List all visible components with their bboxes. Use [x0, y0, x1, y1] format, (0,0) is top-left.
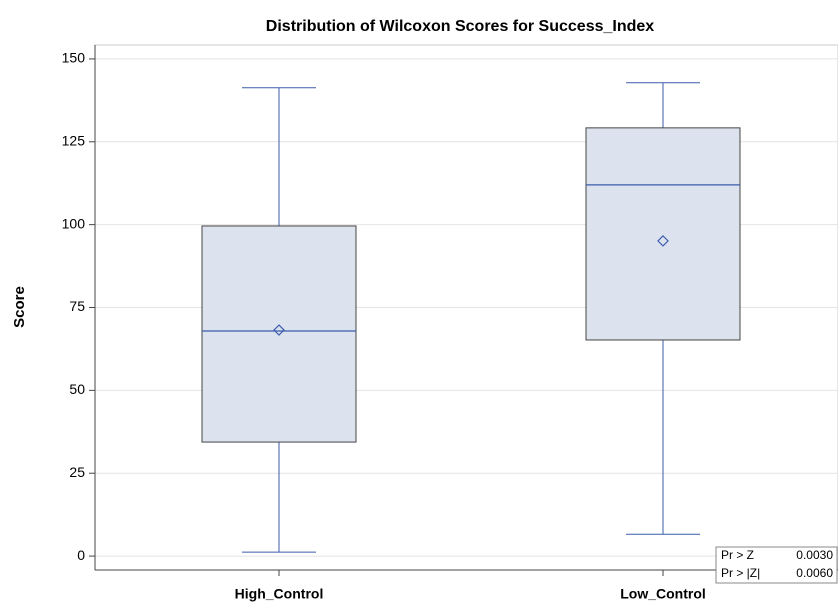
mean-marker — [657, 235, 669, 247]
inset-value: 0.0060 — [796, 566, 833, 580]
y-tick-label: 0 — [77, 547, 85, 563]
y-tick-label: 75 — [69, 298, 85, 314]
y-axis-title: Score — [11, 286, 28, 328]
y-tick-label: 25 — [69, 464, 85, 480]
y-tick-label: 50 — [69, 381, 85, 397]
x-tick-label: Low_Control — [620, 586, 706, 602]
x-tick-label: High_Control — [235, 586, 324, 602]
inset-label: Pr > |Z| — [721, 566, 760, 580]
mean-marker — [273, 324, 285, 336]
y-tick-label: 150 — [62, 50, 86, 66]
inset-label: Pr > Z — [721, 548, 754, 562]
y-tick-label: 125 — [62, 132, 86, 148]
box — [201, 225, 357, 443]
box — [585, 127, 741, 341]
inset-box — [715, 546, 838, 584]
chart-title: Distribution of Wilcoxon Scores for Succ… — [266, 18, 654, 35]
y-tick-label: 100 — [62, 215, 86, 231]
inset-value: 0.0030 — [796, 548, 833, 562]
